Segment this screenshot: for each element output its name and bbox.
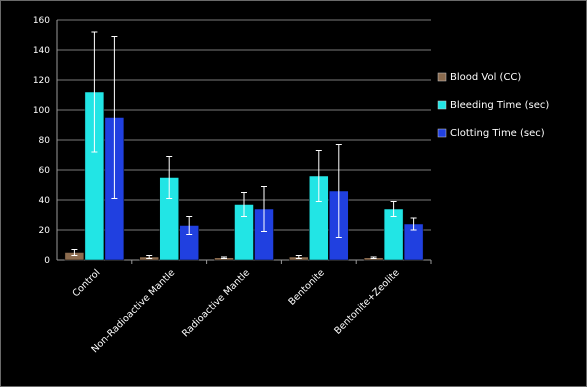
y-tick-label: 80 xyxy=(39,136,51,146)
y-tick-label: 160 xyxy=(33,16,50,26)
x-category-label: Non-Radioactive Mantle xyxy=(89,267,177,355)
legend-label: Clotting Time (sec) xyxy=(450,128,545,139)
x-category-label: Radioactive Mantle xyxy=(180,267,252,339)
legend-swatch xyxy=(437,100,447,110)
x-category-label: Bentonite+Zeolite xyxy=(332,267,401,336)
y-tick-label: 20 xyxy=(39,226,51,236)
y-tick-label: 60 xyxy=(39,166,51,176)
legend-swatch xyxy=(437,72,447,82)
x-category-label: Bentonite xyxy=(287,267,328,308)
x-category-label: Control xyxy=(70,267,102,299)
y-tick-label: 0 xyxy=(44,256,50,266)
y-tick-label: 140 xyxy=(33,46,50,56)
y-tick-label: 120 xyxy=(33,76,50,86)
legend-label: Blood Vol (CC) xyxy=(450,72,521,83)
y-tick-label: 100 xyxy=(33,106,50,116)
legend-swatch xyxy=(437,128,447,138)
legend-label: Bleeding Time (sec) xyxy=(450,100,549,111)
y-tick-label: 40 xyxy=(39,196,51,206)
